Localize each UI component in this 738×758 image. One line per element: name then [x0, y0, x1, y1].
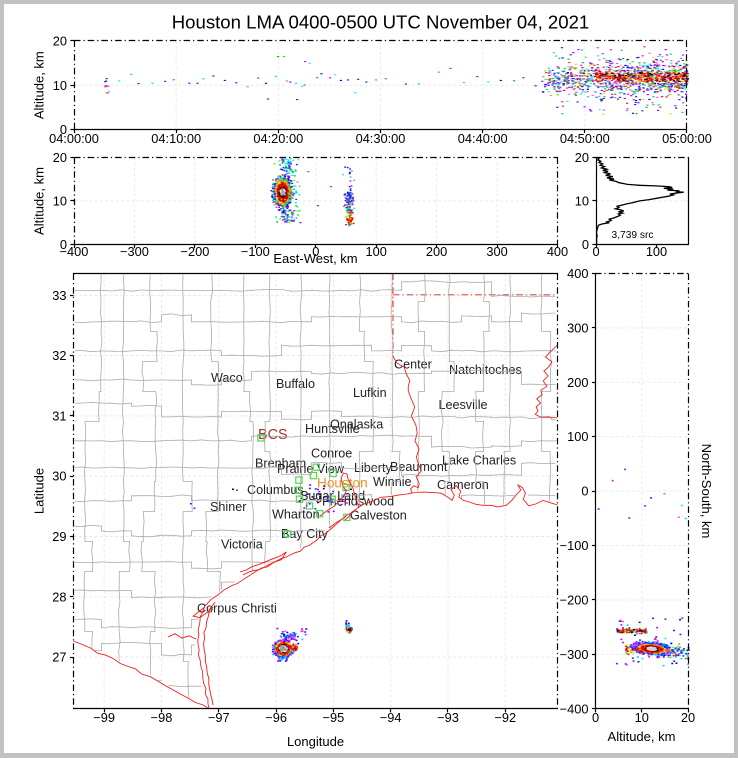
svg-text:400: 400 [547, 244, 568, 259]
svg-text:Galveston: Galveston [350, 509, 407, 523]
svg-text:Lufkin: Lufkin [353, 386, 387, 400]
svg-text:−98: −98 [151, 710, 173, 725]
svg-text:−100: −100 [560, 538, 589, 553]
svg-text:27: 27 [52, 650, 66, 665]
svg-text:Altitude, km: Altitude, km [608, 729, 676, 744]
svg-text:04:30:00: 04:30:00 [356, 131, 406, 146]
svg-text:Leesville: Leesville [439, 398, 488, 412]
svg-text:Onalaska: Onalaska [330, 418, 383, 432]
svg-text:32: 32 [52, 348, 66, 363]
svg-text:3,739 src: 3,739 src [612, 230, 654, 241]
svg-text:28: 28 [52, 589, 66, 604]
svg-text:400: 400 [567, 266, 588, 281]
svg-text:−95: −95 [323, 710, 345, 725]
svg-text:31: 31 [52, 408, 66, 423]
svg-text:−94: −94 [380, 710, 402, 725]
svg-text:0: 0 [592, 244, 599, 259]
svg-text:04:10:00: 04:10:00 [151, 131, 201, 146]
svg-text:−100: −100 [241, 244, 270, 259]
svg-text:Buffalo: Buffalo [276, 377, 315, 391]
svg-text:−96: −96 [265, 710, 287, 725]
svg-text:Wharton: Wharton [272, 508, 320, 522]
svg-text:−93: −93 [437, 710, 459, 725]
svg-text:East-West, km: East-West, km [273, 251, 357, 266]
svg-text:Altitude, km: Altitude, km [32, 167, 47, 235]
svg-text:Bay City: Bay City [281, 527, 329, 541]
svg-text:0: 0 [581, 484, 588, 499]
svg-text:10: 10 [53, 78, 67, 93]
svg-text:0: 0 [582, 237, 589, 252]
svg-text:−200: −200 [180, 244, 209, 259]
svg-text:04:50:00: 04:50:00 [560, 131, 610, 146]
svg-text:200: 200 [426, 244, 447, 259]
svg-text:−300: −300 [120, 244, 149, 259]
svg-text:29: 29 [52, 529, 66, 544]
svg-text:20: 20 [53, 34, 67, 49]
svg-text:20: 20 [681, 710, 695, 725]
svg-text:Waco: Waco [211, 371, 243, 385]
svg-text:Altitude, km: Altitude, km [32, 51, 47, 119]
svg-text:100: 100 [366, 244, 387, 259]
svg-text:−300: −300 [560, 647, 589, 662]
svg-text:04:20:00: 04:20:00 [253, 131, 303, 146]
svg-text:200: 200 [567, 375, 588, 390]
svg-text:Conroe: Conroe [311, 447, 352, 461]
svg-text:20: 20 [575, 150, 589, 165]
svg-text:−92: −92 [494, 710, 516, 725]
svg-text:Corpus Christi: Corpus Christi [197, 602, 277, 616]
svg-text:Brenham: Brenham [255, 457, 306, 471]
svg-text:30: 30 [52, 469, 66, 484]
svg-text:−97: −97 [208, 710, 230, 725]
svg-text:−400: −400 [560, 701, 589, 716]
svg-text:Center: Center [394, 358, 432, 372]
svg-text:North-South, km: North-South, km [699, 444, 714, 539]
svg-text:300: 300 [486, 244, 507, 259]
svg-text:−200: −200 [560, 593, 589, 608]
svg-text:Columbus: Columbus [247, 483, 304, 497]
svg-text:Houston LMA 0400-0500 UTC Nove: Houston LMA 0400-0500 UTC November 04, 2… [172, 12, 590, 33]
svg-text:Natchitoches: Natchitoches [449, 363, 522, 377]
svg-text:10: 10 [53, 193, 67, 208]
svg-text:0: 0 [60, 122, 67, 137]
svg-text:Huntsville: Huntsville [305, 422, 360, 436]
svg-text:04:00:00: 04:00:00 [49, 131, 99, 146]
svg-text:20: 20 [53, 150, 67, 165]
svg-text:Victoria: Victoria [221, 538, 263, 552]
svg-text:100: 100 [567, 429, 588, 444]
svg-text:10: 10 [575, 193, 589, 208]
svg-text:Shiner: Shiner [210, 500, 246, 514]
svg-text:Latitude: Latitude [32, 468, 47, 514]
svg-text:Longitude: Longitude [287, 734, 344, 749]
svg-text:0: 0 [312, 244, 319, 259]
svg-text:Lake Charles: Lake Charles [442, 454, 516, 468]
svg-text:300: 300 [567, 320, 588, 335]
svg-text:−400: −400 [60, 244, 89, 259]
svg-text:05:00:00: 05:00:00 [662, 131, 712, 146]
svg-text:0: 0 [60, 237, 67, 252]
svg-text:−99: −99 [93, 710, 115, 725]
svg-text:04:40:00: 04:40:00 [458, 131, 508, 146]
svg-text:100: 100 [646, 244, 667, 259]
svg-text:33: 33 [52, 288, 66, 303]
svg-text:0: 0 [592, 710, 599, 725]
svg-text:Prairie View: Prairie View [277, 462, 345, 476]
svg-text:10: 10 [635, 710, 649, 725]
